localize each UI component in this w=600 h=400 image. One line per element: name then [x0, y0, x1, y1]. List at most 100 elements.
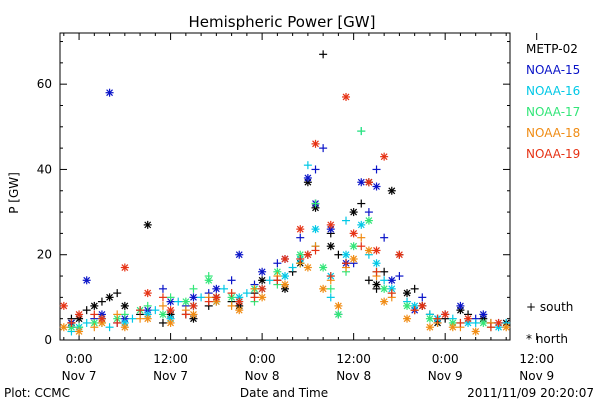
noaa-18-north-point: [120, 323, 129, 332]
noaa-18-north-point: [189, 310, 198, 319]
noaa-18-north-point: [319, 284, 328, 293]
noaa-19-north-point: [464, 314, 473, 323]
noaa-16-south-point: [380, 276, 389, 285]
noaa-16-south-point: [288, 263, 297, 272]
noaa-16-south-point: [342, 216, 351, 225]
noaa-18-north-point: [59, 323, 68, 332]
metp-02-north-point: [258, 276, 267, 285]
noaa-19-south-point: [486, 323, 495, 332]
noaa-17-north-point: [181, 297, 190, 306]
noaa-16-north-point: [372, 259, 381, 268]
noaa-17-north-point: [380, 284, 389, 293]
noaa-19-north-point: [235, 297, 244, 306]
noaa-19-north-point: [326, 220, 335, 229]
noaa-19-south-point: [326, 272, 335, 281]
noaa-19-north-point: [380, 152, 389, 161]
noaa-15-north-point: [387, 276, 396, 285]
noaa-19-south-point: [433, 314, 442, 323]
noaa-19-north-point: [418, 301, 427, 310]
axis-ticks: 0 20 40 60 0:00 Nov 7 12:00 Nov 7 0:00 Nov 8 12:00…: [37, 33, 554, 383]
x-tick-label: Nov 7: [62, 369, 97, 383]
x-tick-label: Nov 7: [153, 369, 188, 383]
noaa-16-north-point: [357, 220, 366, 229]
noaa-17-north-point: [204, 276, 213, 285]
x-tick-label: 12:00: [336, 352, 371, 366]
noaa-19-north-point: [395, 250, 404, 259]
noaa-17-south-point: [189, 284, 198, 293]
noaa-15-north-point: [357, 178, 366, 187]
legend-entry: NOAA-16: [526, 84, 580, 98]
noaa-16-south-point: [82, 318, 91, 327]
x-tick-label: 0:00: [432, 352, 459, 366]
metp-02-north-point: [349, 208, 358, 217]
noaa-19-north-point: [441, 310, 450, 319]
x-tick-label: Nov 9: [519, 369, 554, 383]
noaa-19-south-point: [311, 246, 320, 255]
y-tick-label: 0: [44, 333, 52, 347]
noaa-19-north-point: [349, 229, 358, 238]
metp-02-north-point: [372, 280, 381, 289]
noaa-18-north-point: [303, 263, 312, 272]
noaa-16-south-point: [326, 293, 335, 302]
metp-02-north-point: [90, 301, 99, 310]
noaa-15-north-point: [258, 267, 267, 276]
noaa-15-north-point: [166, 297, 175, 306]
noaa-19-south-point: [67, 318, 76, 327]
noaa-19-north-point: [189, 301, 198, 310]
noaa-16-south-point: [128, 314, 137, 323]
noaa-16-north-point: [311, 225, 320, 234]
noaa-18-north-point: [143, 314, 152, 323]
noaa-19-south-point: [296, 254, 305, 263]
noaa-18-south-point: [113, 310, 122, 319]
noaa-15-south-point: [364, 208, 373, 217]
noaa-15-north-point: [235, 250, 244, 259]
noaa-18-north-point: [448, 323, 457, 332]
noaa-15-north-point: [456, 301, 465, 310]
noaa-19-south-point: [227, 289, 236, 298]
noaa-15-north-point: [372, 182, 381, 191]
metp-02-north-point: [105, 293, 114, 302]
x-tick-label: 0:00: [66, 352, 93, 366]
noaa-19-north-point: [166, 306, 175, 315]
noaa-16-south-point: [174, 297, 183, 306]
y-tick-label: 40: [37, 162, 52, 176]
noaa-18-north-point: [281, 280, 289, 289]
noaa-19-north-point: [372, 246, 381, 255]
noaa-18-north-point: [471, 327, 480, 336]
noaa-18-north-point: [235, 306, 244, 315]
noaa-16-south-point: [197, 293, 206, 302]
noaa-19-south-point: [90, 310, 99, 319]
noaa-18-south-point: [357, 233, 366, 242]
noaa-18-north-point: [258, 293, 267, 302]
noaa-18-north-point: [166, 318, 175, 327]
noaa-16-south-point: [151, 306, 160, 315]
data-points: [59, 50, 511, 336]
noaa-16-south-point: [265, 276, 274, 285]
noaa-19-south-point: [342, 259, 351, 268]
legend-entry: NOAA-17: [526, 105, 580, 119]
noaa-19-north-point: [303, 250, 312, 259]
noaa-19-north-point: [212, 293, 221, 302]
noaa-19-south-point: [357, 242, 366, 251]
footer-plot-credit: Plot: CCMC: [4, 386, 70, 400]
metp-02-north-point: [143, 220, 152, 229]
noaa-17-north-point: [334, 310, 343, 319]
noaa-15-south-point: [158, 284, 167, 293]
metp-02-south-point: [380, 267, 389, 276]
legend-entry: NOAA-19: [526, 147, 580, 161]
chart-title: Hemispheric Power [GW]: [189, 13, 376, 31]
noaa-17-south-point: [357, 127, 366, 136]
x-tick-label: Nov 8: [336, 369, 371, 383]
x-tick-label: 0:00: [249, 352, 276, 366]
metp-02-south-point: [82, 306, 91, 315]
legend-south-marker: + south: [526, 300, 573, 314]
noaa-15-north-point: [105, 88, 114, 97]
noaa-18-north-point: [349, 254, 358, 263]
noaa-15-south-point: [380, 233, 389, 242]
metp-02-south-point: [113, 289, 122, 298]
noaa-19-south-point: [158, 293, 167, 302]
noaa-15-north-point: [212, 284, 221, 293]
footer-timestamp: 2011/11/09 20:20:07: [467, 386, 594, 400]
noaa-15-south-point: [418, 293, 427, 302]
noaa-16-south-point: [105, 323, 114, 332]
